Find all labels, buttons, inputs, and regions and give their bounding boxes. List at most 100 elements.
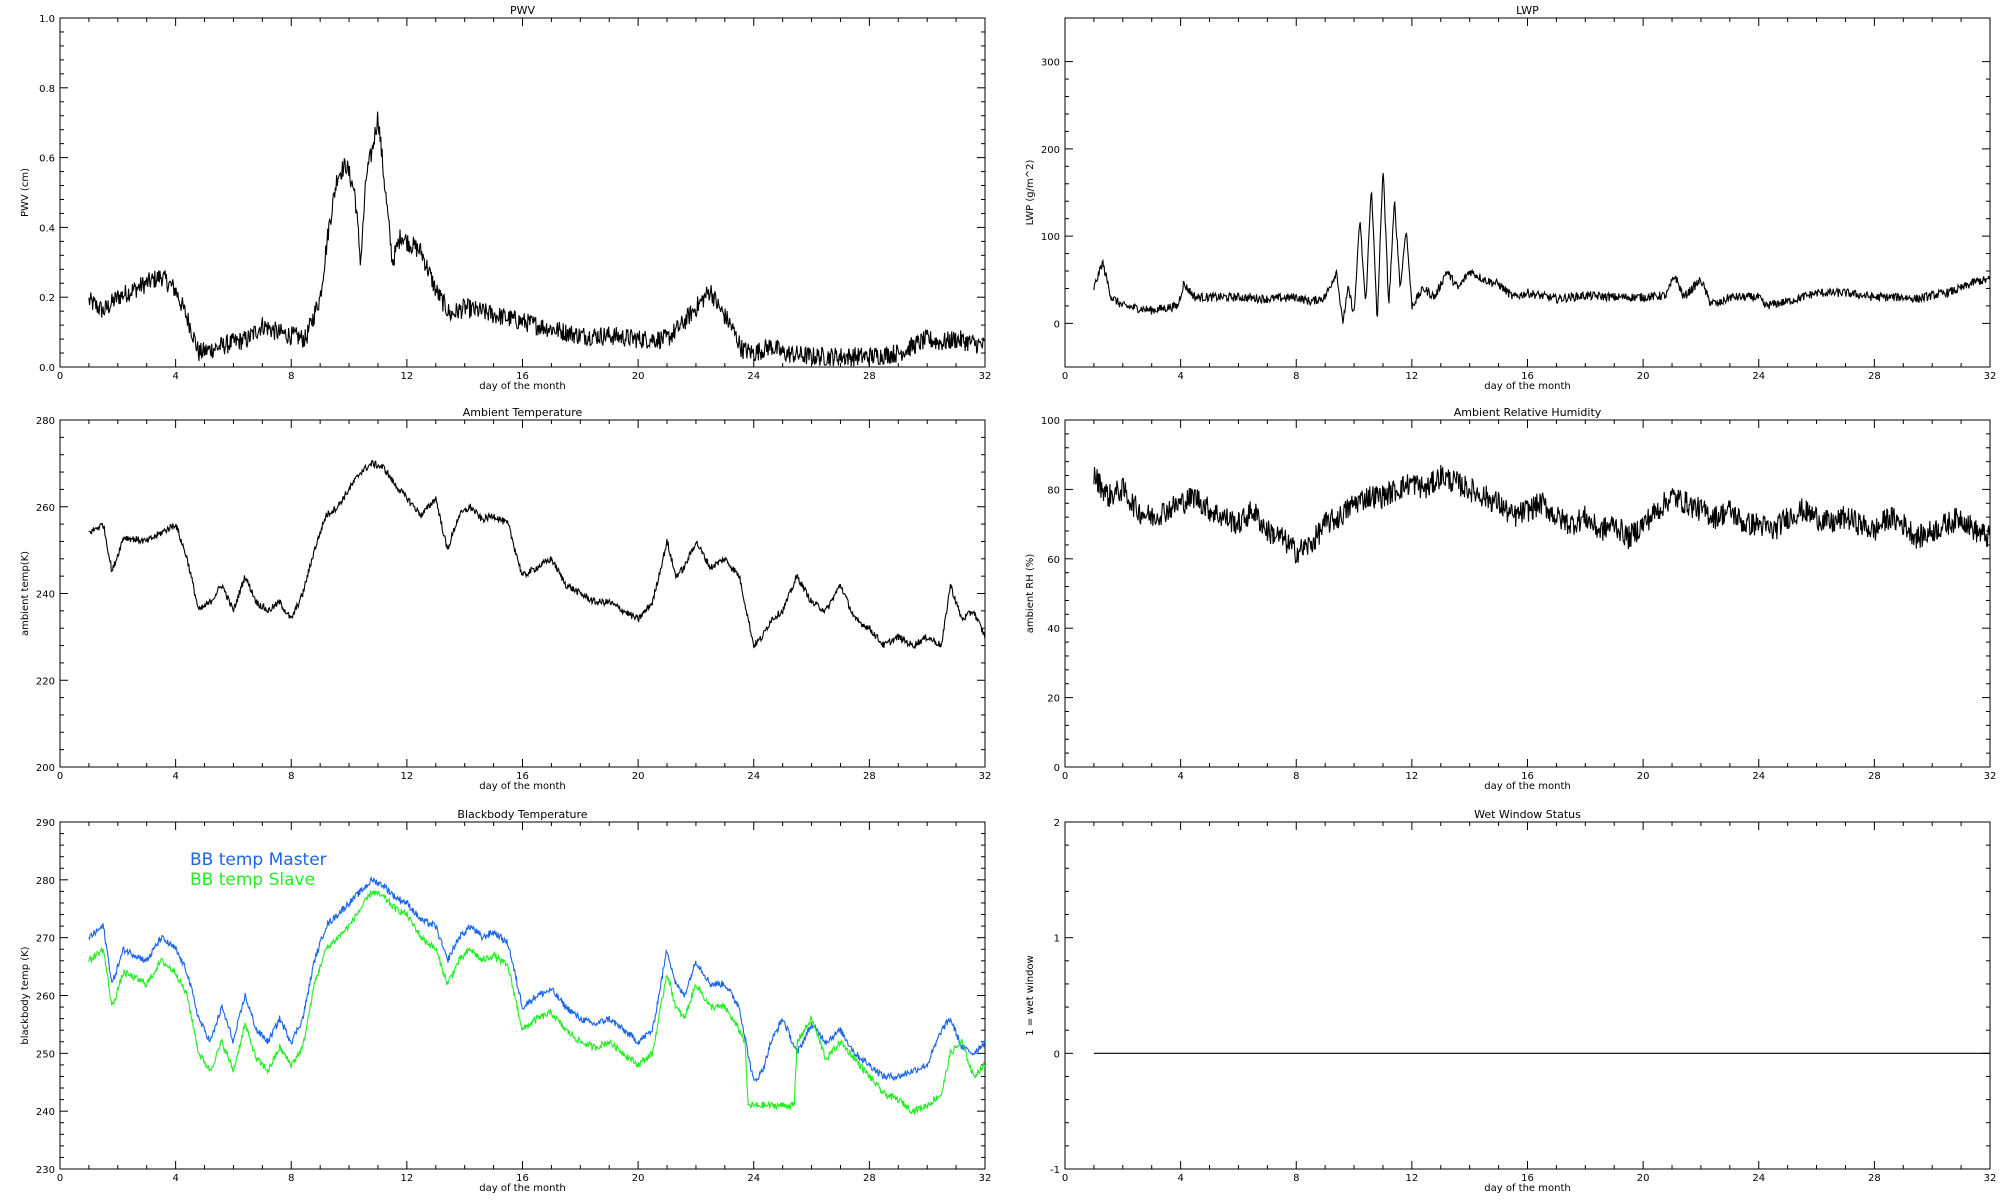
x-tick-label: 16 <box>1521 1173 1534 1184</box>
x-tick-label: 8 <box>1293 1173 1299 1184</box>
x-tick-label: 28 <box>863 371 876 382</box>
chart-panel-4: Blackbody Temperature day of the month bla… <box>20 808 991 1194</box>
x-axis-label: day of the month <box>1484 781 1570 792</box>
chart-title: Ambient Relative Humidity <box>1454 406 1602 419</box>
y-tick-label: 80 <box>1047 485 1060 496</box>
x-tick-label: 4 <box>1177 371 1183 382</box>
x-tick-label: 28 <box>863 1173 876 1184</box>
x-tick-label: 24 <box>747 1173 760 1184</box>
series-line-0 <box>88 111 986 367</box>
x-tick-label: 12 <box>1406 1173 1419 1184</box>
y-tick-label: 200 <box>36 763 55 774</box>
x-axis-label: day of the month <box>479 781 565 792</box>
x-tick-label: 0 <box>57 1173 63 1184</box>
y-tick-label: 240 <box>36 590 55 601</box>
x-axis-label: day of the month <box>1484 381 1570 392</box>
x-tick-label: 20 <box>632 771 645 782</box>
y-tick-label: 260 <box>36 992 55 1003</box>
x-tick-label: 20 <box>1637 771 1650 782</box>
x-tick-label: 32 <box>979 771 992 782</box>
x-tick-label: 28 <box>1868 771 1881 782</box>
x-tick-label: 0 <box>1062 371 1068 382</box>
x-tick-label: 24 <box>747 371 760 382</box>
x-tick-label: 4 <box>1177 771 1183 782</box>
x-tick-label: 32 <box>1984 1173 1997 1184</box>
x-tick-label: 32 <box>1984 371 1997 382</box>
legend-entry: BB temp Slave <box>190 870 315 890</box>
x-tick-label: 12 <box>401 1173 414 1184</box>
y-tick-label: 2 <box>1054 818 1060 829</box>
x-tick-label: 16 <box>1521 771 1534 782</box>
x-tick-label: 0 <box>1062 1173 1068 1184</box>
plot-frame <box>1064 419 1991 768</box>
x-tick-label: 4 <box>172 371 178 382</box>
y-tick-label: 230 <box>36 1165 55 1176</box>
y-axis-label: ambient temp(K) <box>20 551 31 636</box>
x-tick-label: 8 <box>288 771 294 782</box>
y-tick-label: 60 <box>1047 555 1060 566</box>
y-tick-label: 0.4 <box>39 223 55 234</box>
y-tick-label: 0.8 <box>39 84 55 95</box>
y-tick-label: 0.2 <box>39 293 55 304</box>
chart-panel-5: Wet Window Status day of the month 1 = wet… <box>1025 808 1996 1194</box>
x-axis-label: day of the month <box>479 381 565 392</box>
legend-entry: BB temp Master <box>190 850 327 870</box>
x-tick-label: 32 <box>979 371 992 382</box>
x-tick-label: 16 <box>516 771 529 782</box>
plot-frame <box>1064 17 1991 368</box>
x-tick-label: 12 <box>1406 771 1419 782</box>
y-tick-label: 300 <box>1041 58 1060 69</box>
y-tick-label: 0.0 <box>39 363 55 374</box>
x-tick-label: 8 <box>288 1173 294 1184</box>
plot-frame <box>59 419 986 768</box>
x-tick-label: 28 <box>1868 371 1881 382</box>
x-tick-label: 20 <box>632 371 645 382</box>
x-tick-label: 24 <box>747 771 760 782</box>
y-axis-label: LWP (g/m^2) <box>1025 160 1036 226</box>
y-tick-label: 0 <box>1054 319 1060 330</box>
x-tick-label: 4 <box>172 771 178 782</box>
chart-title: Ambient Temperature <box>463 406 583 419</box>
y-tick-label: 280 <box>36 416 55 427</box>
x-tick-label: 0 <box>57 771 63 782</box>
x-tick-label: 32 <box>979 1173 992 1184</box>
plot-frame <box>1064 821 1991 1170</box>
x-tick-label: 16 <box>516 1173 529 1184</box>
y-tick-label: 20 <box>1047 694 1060 705</box>
y-axis-label: blackbody temp (K) <box>20 946 31 1044</box>
chart-title: PWV <box>510 4 536 17</box>
x-tick-label: 0 <box>1062 771 1068 782</box>
x-axis-label: day of the month <box>479 1183 565 1194</box>
plot-frame <box>59 17 986 368</box>
series-line-1 <box>88 889 986 1116</box>
chart-panel-2: Ambient Temperature day of the month ambie… <box>20 406 991 792</box>
y-tick-label: 250 <box>36 1049 55 1060</box>
y-tick-label: 240 <box>36 1107 55 1118</box>
series-line-0 <box>1093 464 1991 564</box>
y-tick-label: 40 <box>1047 624 1060 635</box>
x-tick-label: 24 <box>1752 1173 1765 1184</box>
y-tick-label: 0 <box>1054 763 1060 774</box>
x-axis-label: day of the month <box>1484 1183 1570 1194</box>
x-tick-label: 12 <box>401 771 414 782</box>
y-tick-label: 100 <box>1041 232 1060 243</box>
y-tick-label: 0 <box>1054 1049 1060 1060</box>
chart-title: Wet Window Status <box>1474 808 1581 821</box>
x-tick-label: 12 <box>401 371 414 382</box>
chart-title: Blackbody Temperature <box>457 808 587 821</box>
series-line-0 <box>88 459 986 650</box>
chart-title: LWP <box>1516 4 1539 17</box>
y-tick-label: -1 <box>1050 1165 1060 1176</box>
x-tick-label: 28 <box>863 771 876 782</box>
y-axis-label: ambient RH (%) <box>1025 554 1036 634</box>
chart-panel-1: LWP day of the month LWP (g/m^2) 0 4 8 12 16 20 2… <box>1025 4 1996 392</box>
x-tick-label: 16 <box>516 371 529 382</box>
y-tick-label: 260 <box>36 503 55 514</box>
y-tick-label: 280 <box>36 876 55 887</box>
x-tick-label: 8 <box>1293 371 1299 382</box>
y-tick-label: 1 <box>1054 934 1060 945</box>
chart-panel-3: Ambient Relative Humidity day of the mont… <box>1025 406 1996 792</box>
y-tick-label: 290 <box>36 818 55 829</box>
x-tick-label: 16 <box>1521 371 1534 382</box>
y-tick-label: 1.0 <box>39 14 55 25</box>
